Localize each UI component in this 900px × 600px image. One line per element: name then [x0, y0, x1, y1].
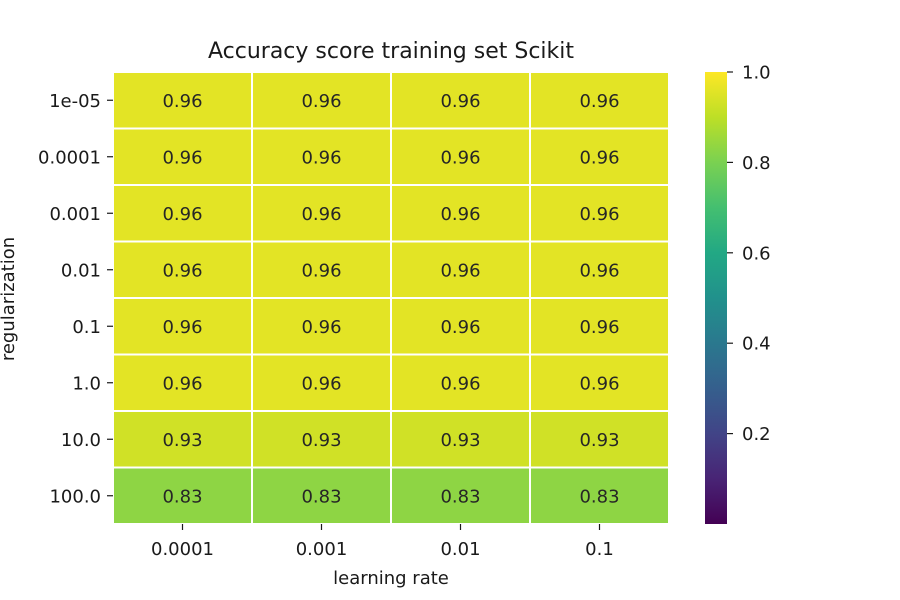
heatmap-cell	[390, 466, 531, 525]
heatmap-cells: 0.96 0.96 0.96 0.96 0.96 0.96 0.96 0.96 0.96 0.96…	[112, 71, 670, 525]
colorbar: 0.2 0.4 0.6 0.8 1.0	[705, 63, 771, 524]
cell-value-label: 0.96	[301, 317, 341, 338]
cell-value-label: 0.96	[440, 260, 480, 281]
colorbar-tick-label: 0.2	[742, 424, 771, 445]
colorbar-tick-label: 0.4	[742, 334, 771, 355]
heatmap-cell	[529, 127, 670, 186]
cell-value-label: 0.83	[162, 486, 202, 507]
x-axis-label: learning rate	[333, 568, 449, 589]
heatmap-cell	[390, 297, 531, 356]
x-tick-label: 0.001	[296, 539, 348, 560]
colorbar-gradient	[705, 72, 727, 524]
cell-value-label: 0.96	[301, 373, 341, 394]
y-tick-label: 100.0	[49, 486, 101, 507]
cell-value-label: 0.96	[579, 91, 619, 112]
y-tick-label: 1.0	[72, 373, 101, 394]
y-tick-label: 0.1	[72, 317, 101, 338]
cell-value-label: 0.96	[440, 147, 480, 168]
heatmap-cell	[251, 297, 392, 356]
cell-value-label: 0.96	[301, 91, 341, 112]
heatmap-cell	[529, 297, 670, 356]
heatmap-cell	[251, 127, 392, 186]
cell-value-label: 0.96	[301, 147, 341, 168]
x-tick-label: 0.0001	[151, 539, 214, 560]
y-axis-label: regularization	[0, 237, 19, 361]
colorbar-tick-label: 1.0	[742, 63, 771, 84]
heatmap-cell	[251, 240, 392, 299]
x-axis-ticks: 0.0001 0.001 0.01 0.1	[151, 524, 614, 560]
cell-value-label: 0.96	[440, 91, 480, 112]
heatmap-cell	[529, 71, 670, 130]
cell-value-label: 0.96	[579, 373, 619, 394]
cell-value-label: 0.96	[162, 373, 202, 394]
heatmap-cell	[251, 71, 392, 130]
cell-value-label: 0.96	[440, 317, 480, 338]
heatmap-cell	[529, 353, 670, 412]
cell-value-label: 0.96	[301, 204, 341, 225]
y-tick-label: 0.001	[49, 204, 101, 225]
cell-value-label: 0.83	[301, 486, 341, 507]
cell-value-label: 0.96	[440, 373, 480, 394]
chart-title: Accuracy score training set Scikit	[208, 39, 574, 64]
heatmap-cell	[112, 466, 253, 525]
heatmap-cell	[529, 240, 670, 299]
cell-value-label: 0.96	[162, 204, 202, 225]
y-tick-label: 0.01	[61, 260, 101, 281]
y-tick-label: 10.0	[61, 430, 101, 451]
cell-value-label: 0.93	[579, 430, 619, 451]
x-tick-label: 0.01	[440, 539, 480, 560]
heatmap-cell	[112, 353, 253, 412]
cell-value-label: 0.83	[440, 486, 480, 507]
cell-value-label: 0.96	[301, 260, 341, 281]
cell-value-label: 0.96	[579, 147, 619, 168]
heatmap-cell	[390, 353, 531, 412]
y-tick-label: 1e-05	[49, 91, 101, 112]
cell-value-label: 0.96	[162, 91, 202, 112]
heatmap-cell	[251, 184, 392, 243]
cell-value-label: 0.93	[440, 430, 480, 451]
cell-value-label: 0.93	[162, 430, 202, 451]
cell-value-label: 0.96	[162, 260, 202, 281]
cell-value-label: 0.96	[162, 317, 202, 338]
cell-value-label: 0.96	[162, 147, 202, 168]
cell-value-label: 0.96	[579, 260, 619, 281]
heatmap-cell	[251, 353, 392, 412]
colorbar-tick-label: 0.8	[742, 153, 771, 174]
cell-value-label: 0.96	[579, 317, 619, 338]
cell-value-label: 0.83	[579, 486, 619, 507]
cell-value-label: 0.93	[301, 430, 341, 451]
x-tick-label: 0.1	[585, 539, 614, 560]
colorbar-tick-label: 0.6	[742, 243, 771, 264]
heatmap-cell	[529, 410, 670, 469]
heatmap-cell	[390, 410, 531, 469]
heatmap-cell	[529, 184, 670, 243]
cell-value-label: 0.96	[579, 204, 619, 225]
cell-value-label: 0.96	[440, 204, 480, 225]
y-axis-ticks: 1e-05 0.0001 0.001 0.01 0.1 1.0 10.0 100.0	[38, 91, 113, 507]
y-tick-label: 0.0001	[38, 147, 101, 168]
